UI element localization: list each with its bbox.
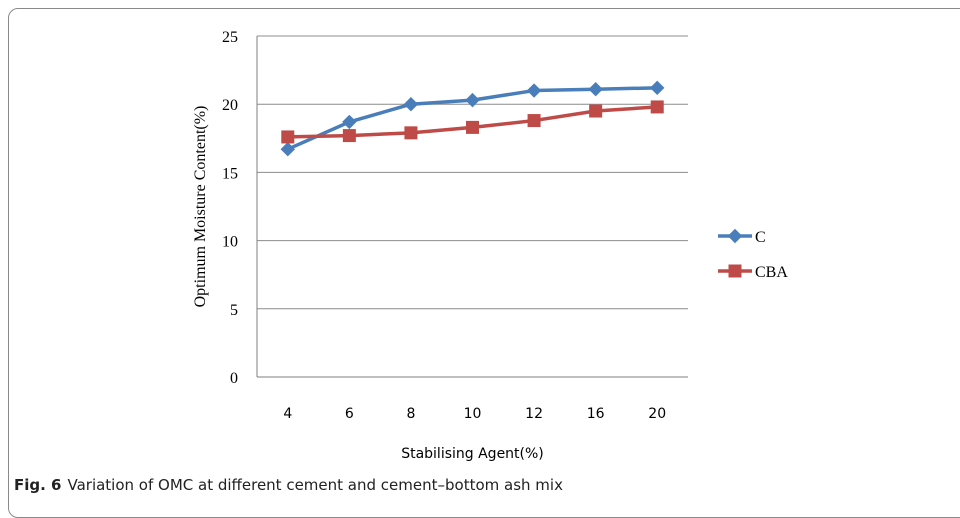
- x-tick-labels: 4 6 8 10 12 16 20: [283, 406, 666, 422]
- data-point-cba: [527, 114, 541, 128]
- figure-caption: Fig. 6 Variation of OMC at different ceme…: [14, 476, 563, 494]
- legend-item-c: C: [718, 228, 766, 246]
- x-tick-label: 10: [464, 406, 482, 422]
- legend-marker-cba: [728, 264, 742, 278]
- x-tick-label: 4: [283, 406, 292, 422]
- y-tick-label: 0: [230, 370, 238, 387]
- x-tick-label: 16: [587, 406, 605, 422]
- figure-number: Fig. 6: [14, 476, 62, 494]
- y-axis-label: Optimum Moisture Content(%): [192, 106, 209, 308]
- x-tick-label: 6: [345, 406, 354, 422]
- data-point-c: [465, 92, 480, 108]
- y-tick-label: 15: [222, 165, 238, 182]
- series-cba: [281, 100, 664, 144]
- legend-label-c: C: [755, 229, 766, 246]
- data-point-c: [650, 80, 665, 96]
- data-point-c: [342, 114, 357, 130]
- data-point-c: [280, 142, 295, 157]
- line-chart: 0 5 10 15 20 25 4 6 8 10 12 16 20 C CBA Stabilising …: [192, 29, 788, 462]
- y-tick-label: 25: [222, 29, 238, 46]
- series-c: [280, 80, 665, 157]
- x-axis-label: Stabilising Agent(%): [401, 446, 544, 462]
- y-tick-label: 10: [222, 234, 238, 251]
- data-point-c: [403, 96, 419, 112]
- data-point-cba: [650, 100, 664, 114]
- data-point-c: [588, 81, 603, 97]
- y-tick-label: 5: [230, 302, 238, 319]
- data-point-cba: [466, 120, 479, 134]
- legend: C CBA: [718, 228, 788, 281]
- data-point-cba: [404, 126, 418, 140]
- legend-item-cba: CBA: [718, 264, 788, 281]
- data-point-cba: [589, 104, 603, 118]
- caption-text: Variation of OMC at different cement and…: [67, 476, 563, 494]
- x-tick-label: 20: [648, 406, 666, 422]
- legend-marker-c: [727, 228, 743, 244]
- x-tick-label: 12: [525, 406, 543, 422]
- grid-lines: [257, 35, 688, 310]
- data-point-cba: [342, 129, 356, 143]
- data-point-c: [526, 83, 542, 98]
- y-tick-label: 20: [222, 97, 238, 114]
- data-point-cba: [281, 130, 295, 144]
- legend-label-cba: CBA: [755, 264, 788, 281]
- x-tick-label: 8: [406, 406, 415, 422]
- series-layer: [280, 80, 665, 157]
- y-tick-labels: 0 5 10 15 20 25: [222, 29, 238, 387]
